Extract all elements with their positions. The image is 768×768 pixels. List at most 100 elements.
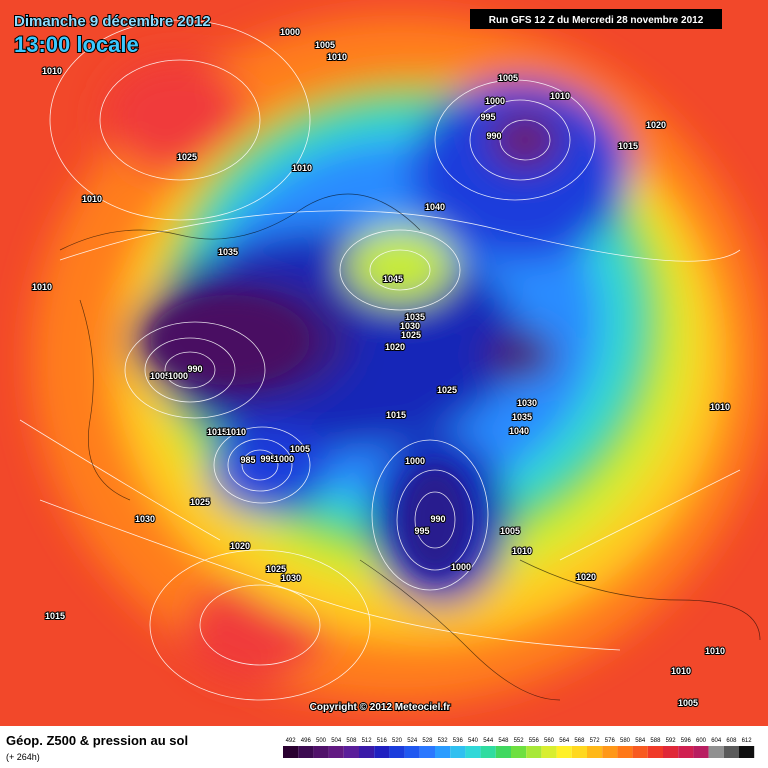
pressure-label: 985 (240, 455, 255, 465)
pressure-label: 1035 (405, 312, 425, 322)
pressure-label: 1020 (576, 572, 596, 582)
pressure-label: 995 (480, 112, 495, 122)
scale-label: 556 (529, 738, 540, 744)
pressure-label: 1010 (82, 194, 102, 204)
pressure-label: 1015 (618, 141, 638, 151)
scale-label: 496 (301, 738, 312, 744)
header: Dimanche 9 décembre 2012 13:00 locale Ru… (13, 9, 722, 58)
map-time: 13:00 locale (14, 32, 139, 57)
pressure-label: 1040 (425, 202, 445, 212)
pressure-label: 1020 (230, 541, 250, 551)
pressure-label: 1020 (385, 342, 405, 352)
pressure-label: 1005 (500, 526, 520, 536)
scale-label: 500 (316, 738, 327, 744)
pressure-label: 1010 (710, 402, 730, 412)
pressure-label: 990 (430, 514, 445, 524)
scale-label: 552 (514, 738, 525, 744)
scale-swatch (283, 746, 299, 758)
pressure-label: 1035 (218, 247, 238, 257)
pressure-label: 1035 (512, 412, 532, 422)
scale-label: 536 (453, 738, 464, 744)
scale-label: 584 (635, 738, 646, 744)
scale-label: 528 (422, 738, 433, 744)
pressure-label: 1000 (274, 454, 294, 464)
pressure-label: 1025 (177, 152, 197, 162)
pressure-label: 1005 (498, 73, 518, 83)
pressure-label: 1010 (550, 91, 570, 101)
scale-label: 520 (392, 738, 403, 744)
pressure-label: 1025 (401, 330, 421, 340)
scale-swatch (663, 746, 679, 758)
scale-label: 548 (498, 738, 509, 744)
scale-label: 568 (574, 738, 585, 744)
pressure-label: 1005 (150, 371, 170, 381)
pressure-label: 1020 (646, 120, 666, 130)
scale-label: 580 (620, 738, 631, 744)
pressure-label: 1030 (135, 514, 155, 524)
footer-title: Géop. Z500 & pression au sol (6, 733, 188, 748)
pressure-label: 990 (486, 131, 501, 141)
scale-swatch (678, 746, 694, 758)
pressure-label: 1005 (315, 40, 335, 50)
pressure-label: 1045 (383, 274, 403, 284)
scale-swatch (450, 746, 466, 758)
pressure-label: 1015 (386, 410, 406, 420)
scale-label: 516 (377, 738, 388, 744)
scale-label: 596 (681, 738, 692, 744)
pressure-label: 1005 (290, 444, 310, 454)
scale-swatch (419, 746, 435, 758)
scale-swatch (389, 746, 405, 758)
pressure-label: 1030 (400, 321, 420, 331)
run-label: Run GFS 12 Z du Mercredi 28 novembre 201… (489, 15, 704, 26)
scale-swatch (571, 746, 587, 758)
scale-label: 508 (346, 738, 357, 744)
scale-swatch (328, 746, 344, 758)
pressure-label: 1040 (509, 426, 529, 436)
pressure-label: 1025 (437, 385, 457, 395)
scale-label: 524 (407, 738, 418, 744)
scale-swatch (359, 746, 375, 758)
scale-label: 532 (438, 738, 449, 744)
copyright: Copyright © 2012 Meteociel.fr (310, 702, 451, 713)
scale-swatch (708, 746, 724, 758)
isobars (19, 19, 741, 701)
scale-swatch (632, 746, 648, 758)
scale-label: 512 (362, 738, 373, 744)
pressure-label: 1010 (226, 427, 246, 437)
scale-swatch (526, 746, 542, 758)
map-date: Dimanche 9 décembre 2012 (14, 13, 211, 30)
pressure-label: 1000 (451, 562, 471, 572)
pressure-label: 1000 (168, 371, 188, 381)
pressure-labels: 1000100510101010100510101000995990102010… (31, 26, 731, 709)
pressure-label: 1000 (485, 96, 505, 106)
scale-label: 612 (742, 738, 753, 744)
scale-swatch (465, 746, 481, 758)
pressure-label: 995 (260, 454, 275, 464)
scale-swatch (693, 746, 709, 758)
scale-swatch (739, 746, 755, 758)
run-box (470, 9, 722, 29)
scale-swatch (495, 746, 511, 758)
scale-swatch (723, 746, 739, 758)
pressure-label: 1015 (45, 611, 65, 621)
scale-swatch (587, 746, 603, 758)
scale-swatch (404, 746, 420, 758)
scale-label: 604 (711, 738, 722, 744)
scale-label: 504 (331, 738, 342, 744)
pressure-label: 1010 (671, 666, 691, 676)
pressure-label: 1015 (207, 427, 227, 437)
field (0, 0, 768, 726)
scale-swatch (480, 746, 496, 758)
pressure-label: 990 (187, 364, 202, 374)
scale-label: 492 (286, 738, 297, 744)
scale-swatch (511, 746, 527, 758)
pressure-label: 1030 (517, 398, 537, 408)
pressure-label: 1030 (281, 573, 301, 583)
pressure-label: 1000 (405, 456, 425, 466)
scale-label: 540 (468, 738, 479, 744)
scale-swatch (556, 746, 572, 758)
scale-swatch (343, 746, 359, 758)
scale-swatch (647, 746, 663, 758)
scale-label: 576 (605, 738, 616, 744)
